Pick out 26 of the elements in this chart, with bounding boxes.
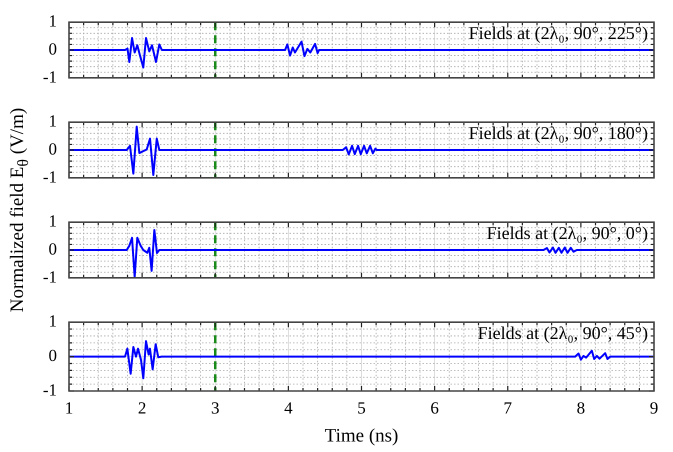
x-tick-label: 8 [576,398,586,418]
y-tick-label: -1 [42,267,57,286]
x-tick-label: 9 [650,398,658,418]
y-tick-label: -1 [42,167,57,186]
y-tick-label: 1 [48,112,57,131]
x-tick-label: 4 [284,398,294,418]
x-tick-label: 5 [357,398,366,418]
y-tick-label: 0 [48,39,57,58]
x-tick-label: 6 [430,398,439,418]
y-tick-label: -1 [42,380,57,400]
annotation: Fields at (2λ₀, 90°, 225°) [468,22,648,43]
y-tick-label: 1 [48,12,57,31]
y-tick-label: 1 [48,312,57,331]
x-tick-label: 1 [64,398,74,418]
y-tick-label: 1 [48,212,57,231]
y-tick-label: -1 [42,67,57,86]
x-tick-label: 7 [504,398,512,418]
y-tick-label: 0 [48,239,57,258]
x-tick-label: 3 [211,398,220,418]
y-tick-label: 0 [48,139,57,158]
x-tick-label: 2 [138,398,146,418]
annotation: Fields at (2λ₀, 90°, 45°) [478,322,648,343]
annotation: Fields at (2λ₀, 90°, 180°) [468,122,648,143]
x-axis-title: Time (ns) [324,426,398,447]
annotation: Fields at (2λ₀, 90°, 0°) [486,222,648,243]
y-tick-label: 0 [48,346,57,366]
